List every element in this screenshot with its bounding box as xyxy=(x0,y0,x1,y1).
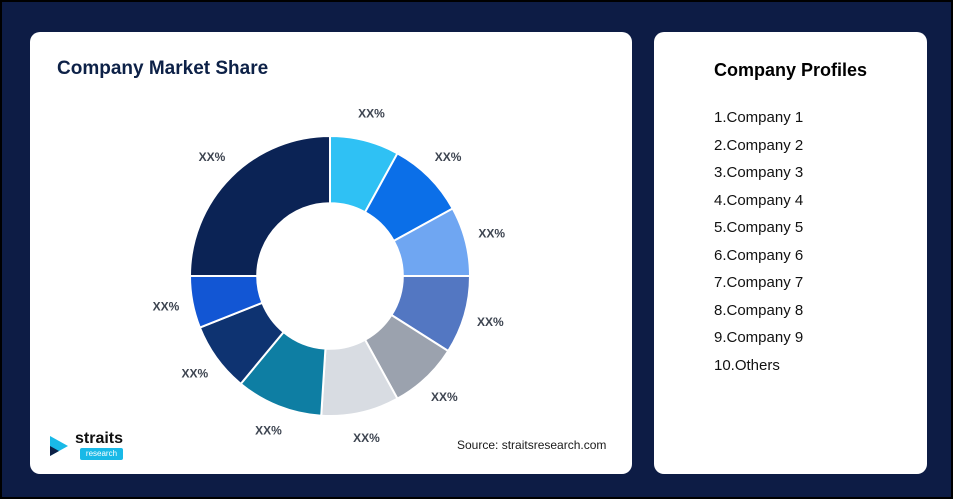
company-profile-item: 6.Company 6 xyxy=(714,246,804,264)
logo-arrow-icon xyxy=(50,435,68,456)
company-profile-item: 4.Company 4 xyxy=(714,191,804,209)
company-profile-item: 9.Company 9 xyxy=(714,329,804,346)
slice-label: XX% xyxy=(153,299,180,313)
company-profile-item: 1.Company 1 xyxy=(714,109,804,126)
donut-slice-10 xyxy=(188,134,331,277)
market-share-card: Company Market Share XX% XX% XX% XX% XX% XX% X… xyxy=(30,32,632,474)
slice-label: XX% xyxy=(478,227,505,241)
source-text: Source: straitsresearch.com xyxy=(457,438,607,452)
slice-label: XX% xyxy=(199,150,226,164)
company-profile-item: 10.Others xyxy=(714,356,780,374)
profiles-title: Company Profiles xyxy=(713,60,868,80)
donut-chart: XX% XX% XX% XX% XX% XX% XX% XX% XX% XX% xyxy=(153,106,506,445)
slice-label: XX% xyxy=(477,315,504,329)
company-profile-item: 8.Company 8 xyxy=(714,301,804,319)
logo-text: straits research xyxy=(75,430,124,460)
slice-label: XX% xyxy=(435,150,462,164)
company-profiles-list: 1.Company 1 2.Company 2 3.Company 3 4.Compa… xyxy=(714,110,803,385)
company-profile-item: 5.Company 5 xyxy=(714,219,804,236)
company-profile-item: 7.Company 7 xyxy=(714,274,804,291)
slice-label: XX% xyxy=(182,366,209,380)
logo-brand: straits xyxy=(75,430,124,447)
logo-sub-brand: research xyxy=(79,448,124,460)
slice-label: XX% xyxy=(358,106,385,120)
slice-label: XX% xyxy=(431,390,458,404)
company-profile-item: 3.Company 3 xyxy=(714,164,804,181)
chart-title: Company Market Share xyxy=(57,58,269,79)
company-profile-item: 2.Company 2 xyxy=(714,136,804,154)
company-profiles-card: Company Profiles 1.Company 1 2.Company 2 3… xyxy=(654,32,927,474)
slice-label: XX% xyxy=(353,431,380,445)
straits-research-logo: straits research xyxy=(48,430,124,460)
slice-label: XX% xyxy=(255,423,282,437)
